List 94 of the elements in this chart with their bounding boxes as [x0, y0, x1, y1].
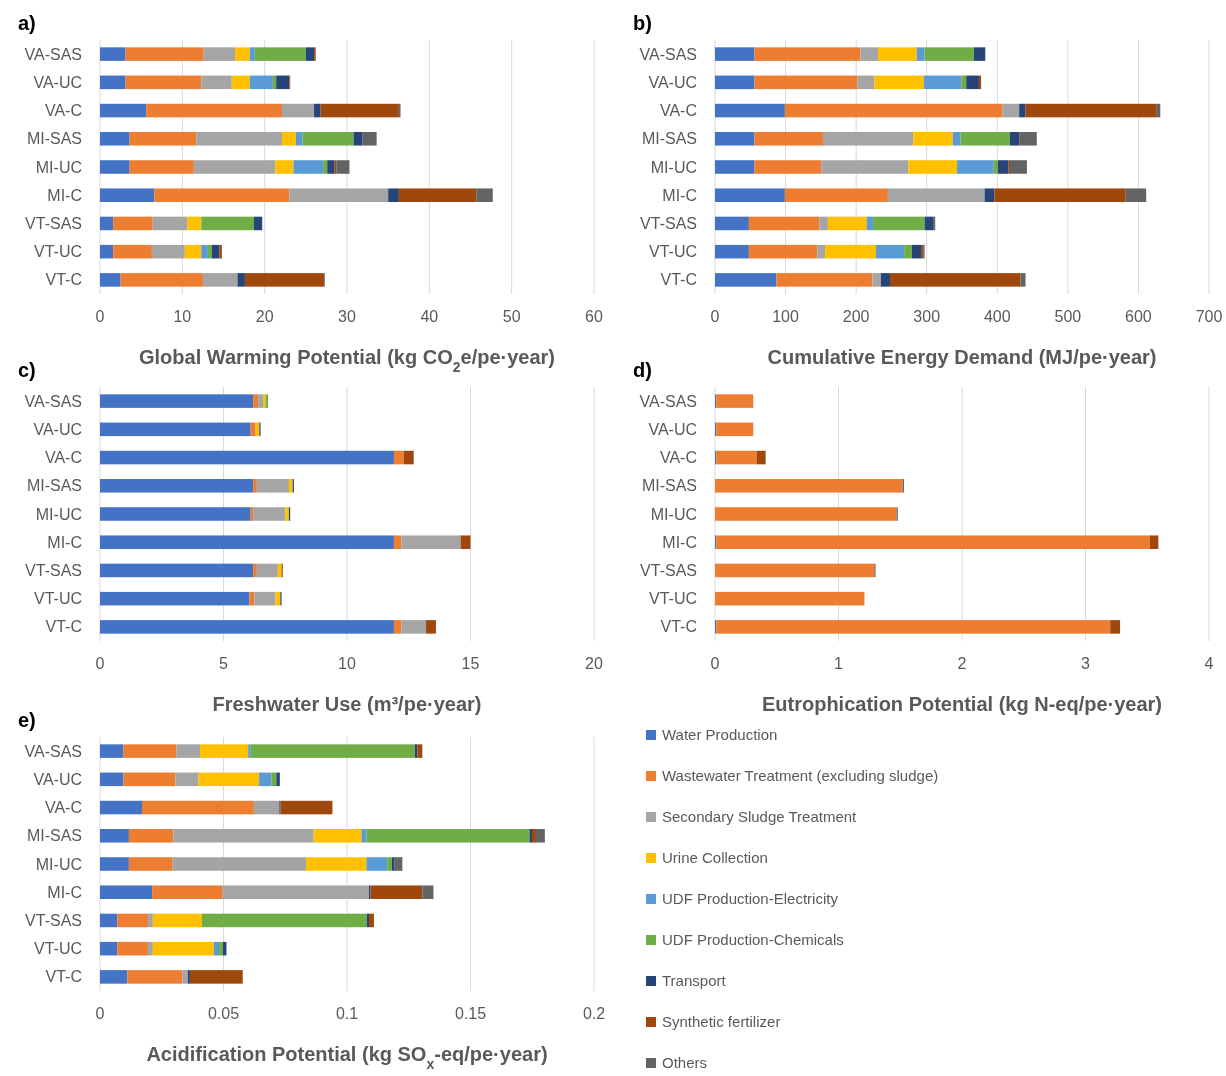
y-tick-label: MI-SAS — [641, 477, 697, 495]
x-tick-label: 0.05 — [207, 1005, 240, 1022]
x-axis-title: Freshwater Use (m³/pe·year) — [212, 693, 482, 715]
y-tick-label: VA-C — [44, 799, 82, 817]
y-tick-label: MI-SAS — [26, 827, 82, 845]
y-tick-label: VT-C — [660, 618, 697, 636]
y-tick-label: VA-SAS — [24, 742, 82, 760]
x-tick-label: 400 — [983, 308, 1011, 325]
y-tick-label: VA-C — [659, 449, 697, 467]
y-tick-label: VA-UC — [33, 420, 82, 438]
x-tick-label: 0 — [95, 655, 105, 672]
legend-label: Transport — [662, 972, 727, 990]
y-tick-label: VA-SAS — [639, 45, 697, 63]
x-tick-label: 30 — [338, 308, 356, 325]
legend-label: Synthetic fertilizer — [662, 1013, 781, 1031]
y-tick-label: VT-C — [45, 618, 82, 636]
y-tick-label: VA-C — [44, 102, 82, 120]
y-tick-label: MI-UC — [650, 158, 697, 176]
y-tick-label: VA-UC — [648, 73, 697, 91]
chart-title: e) — [18, 709, 36, 731]
legend-label: UDF Production-Electricity — [662, 890, 839, 908]
x-tick-label: 20 — [255, 308, 274, 325]
x-tick-label: 15 — [461, 655, 480, 672]
x-tick-label: 0.1 — [335, 1005, 359, 1022]
y-tick-label: MI-UC — [35, 158, 82, 176]
x-tick-label: 60 — [585, 308, 603, 325]
x-axis-title: Global Warming Potential (kg CO$_{2}$e/pe·year) — [138, 346, 556, 375]
y-tick-label: MI-C — [47, 186, 82, 204]
y-tick-label: VA-SAS — [639, 392, 697, 410]
y-tick-label: VA-UC — [33, 73, 82, 91]
y-tick-label: VT-UC — [34, 590, 82, 608]
x-axis-title: Cumulative Energy Demand (MJ/pe·year) — [767, 346, 1157, 368]
y-tick-label: MI-SAS — [26, 477, 82, 495]
y-tick-label: MI-UC — [35, 855, 82, 873]
x-axis-title: Acidification Potential (kg SO$_{x}$-eq/pe·year) — [146, 1043, 548, 1072]
chart-title: d) — [633, 359, 652, 381]
legend-label: Others — [662, 1054, 708, 1072]
legend-label: Water Production — [662, 726, 778, 744]
chart-title: a) — [18, 12, 36, 34]
y-tick-label: VA-SAS — [24, 45, 82, 63]
x-tick-label: 0.2 — [582, 1005, 606, 1022]
y-tick-label: MI-SAS — [26, 130, 82, 148]
x-tick-label: 100 — [772, 308, 800, 325]
x-tick-label: 20 — [585, 655, 603, 672]
legend-label: UDF Production-Chemicals — [662, 931, 844, 949]
y-tick-label: VT-SAS — [640, 215, 697, 233]
y-tick-label: VA-UC — [33, 770, 82, 788]
x-tick-label: 10 — [338, 655, 356, 672]
legend-label: Secondary Sludge Treatment — [662, 808, 858, 826]
y-tick-label: VT-SAS — [25, 912, 82, 930]
y-tick-label: VA-SAS — [24, 392, 82, 410]
y-tick-label: MI-C — [662, 186, 697, 204]
x-tick-label: 5 — [219, 655, 229, 672]
y-tick-label: VT-UC — [34, 940, 82, 958]
y-tick-label: VT-UC — [649, 243, 697, 261]
y-tick-label: VT-C — [45, 968, 82, 986]
legend-label: Wastewater Treatment (excluding sludge) — [662, 767, 939, 785]
x-tick-label: 1 — [834, 655, 844, 672]
x-tick-label: 0 — [95, 1005, 105, 1022]
x-tick-label: 0 — [95, 308, 105, 325]
x-tick-label: 500 — [1054, 308, 1082, 325]
chart-title: b) — [633, 12, 652, 34]
x-tick-label: 0 — [710, 655, 720, 672]
y-tick-label: VT-SAS — [25, 215, 82, 233]
y-tick-label: VA-UC — [648, 420, 697, 438]
x-tick-label: 0.15 — [454, 1005, 487, 1022]
y-tick-label: VT-UC — [34, 243, 82, 261]
y-tick-label: VA-C — [659, 102, 697, 120]
x-tick-label: 200 — [842, 308, 870, 325]
y-tick-label: MI-UC — [650, 505, 697, 523]
y-tick-label: MI-SAS — [641, 130, 697, 148]
y-tick-label: VT-UC — [649, 590, 697, 608]
x-axis-title: Eutrophication Potential (kg N-eq/pe·year) — [761, 693, 1163, 715]
y-tick-label: VT-C — [660, 271, 697, 289]
chart-title: c) — [18, 359, 36, 381]
y-tick-label: MI-C — [47, 533, 82, 551]
x-tick-label: 50 — [502, 308, 521, 325]
y-tick-label: VT-SAS — [640, 562, 697, 580]
y-tick-label: MI-C — [47, 883, 82, 901]
y-tick-label: MI-C — [662, 533, 697, 551]
y-tick-label: VT-C — [45, 271, 82, 289]
y-tick-label: MI-UC — [35, 505, 82, 523]
x-tick-label: 700 — [1195, 308, 1223, 325]
y-tick-label: VT-SAS — [25, 562, 82, 580]
x-tick-label: 4 — [1204, 655, 1214, 672]
y-tick-label: VA-C — [44, 449, 82, 467]
x-tick-label: 40 — [420, 308, 439, 325]
x-tick-label: 10 — [173, 308, 192, 325]
legend-label: Urine Collection — [662, 849, 768, 867]
x-tick-label: 600 — [1125, 308, 1152, 325]
x-tick-label: 3 — [1081, 655, 1091, 672]
x-tick-label: 300 — [913, 308, 941, 325]
x-tick-label: 2 — [957, 655, 967, 672]
x-tick-label: 0 — [710, 308, 720, 325]
